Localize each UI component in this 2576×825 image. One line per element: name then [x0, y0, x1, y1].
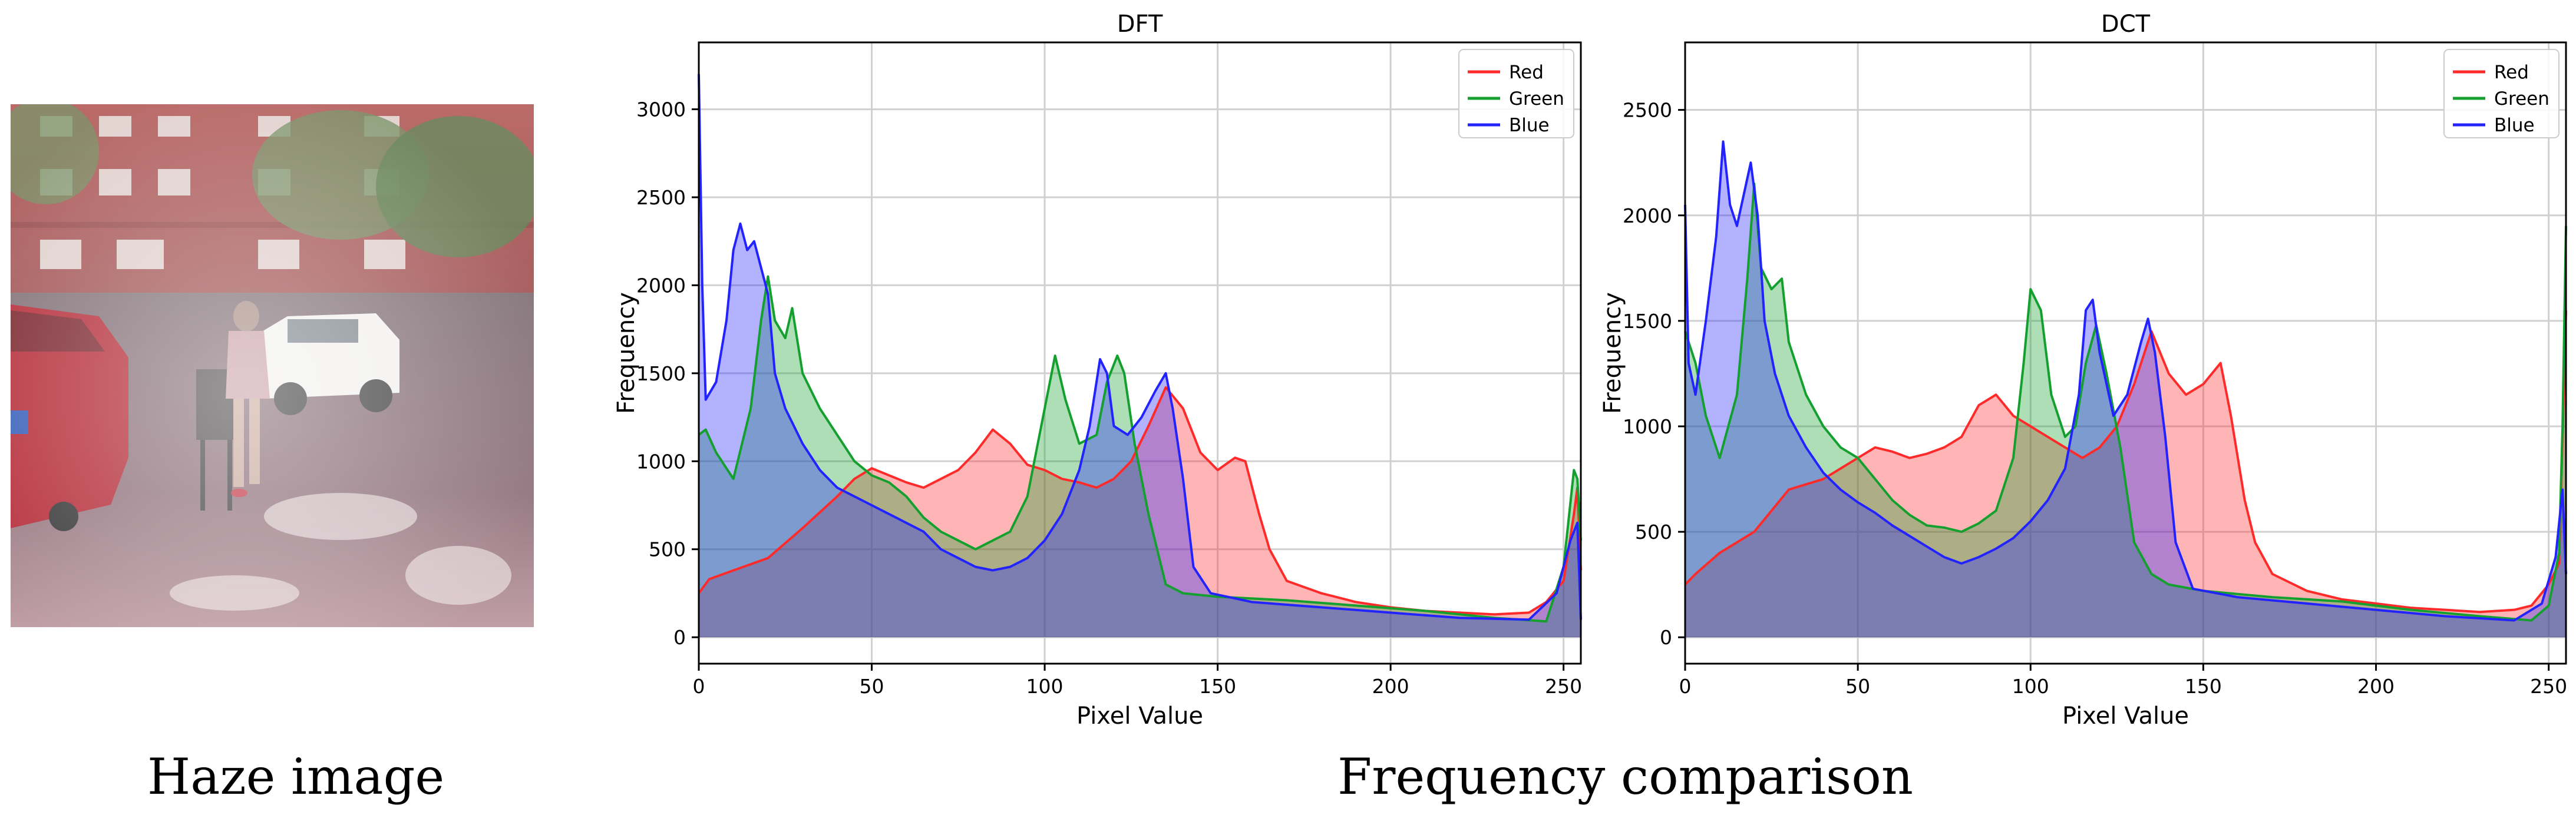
y-tick-label: 2500 — [1623, 99, 1672, 122]
y-tick-label: 2500 — [636, 186, 686, 209]
x-tick-label: 0 — [1679, 675, 1692, 698]
y-axis-label: Frequency — [1599, 292, 1626, 414]
legend-label-green: Green — [2494, 88, 2549, 110]
haze-image-caption: Haze image — [147, 748, 445, 806]
legend: Red Green Blue — [2443, 49, 2560, 138]
y-tick-label: 0 — [673, 626, 686, 649]
legend-label-green: Green — [1509, 88, 1564, 110]
series-green-line — [698, 275, 1582, 623]
series-green-area — [699, 276, 1581, 638]
x-tick-label: 250 — [2530, 675, 2567, 698]
legend-label-red: Red — [1509, 62, 1544, 83]
legend: Red Green Blue — [1458, 49, 1574, 138]
y-tick-label: 3000 — [636, 98, 686, 121]
y-tick-label: 2000 — [1623, 204, 1672, 227]
y-tick-label: 0 — [1660, 626, 1672, 649]
series-red-area — [1685, 310, 2566, 638]
x-tick-label: 50 — [860, 675, 884, 698]
series-green-line — [1684, 183, 2567, 622]
series-red-line — [1684, 310, 2567, 614]
x-axis-label: Pixel Value — [1076, 703, 1203, 730]
x-tick-label: 250 — [1545, 675, 1582, 698]
series-red-area — [699, 387, 1581, 638]
y-tick-label: 1000 — [636, 450, 686, 473]
y-tick-label: 1000 — [1623, 415, 1672, 438]
plot-frame — [698, 41, 1582, 665]
x-tick-label: 50 — [1845, 675, 1870, 698]
x-axis-label: Pixel Value — [2062, 703, 2189, 730]
x-tick-label: 0 — [693, 675, 705, 698]
legend-label-blue: Blue — [2494, 115, 2535, 136]
legend-label-red: Red — [2494, 62, 2529, 83]
x-tick-label: 200 — [2357, 675, 2395, 698]
y-tick-label: 500 — [1635, 521, 1672, 544]
y-tick-label: 500 — [649, 538, 686, 561]
y-tick-label: 1500 — [636, 362, 686, 385]
series-green-area — [1685, 184, 2566, 638]
x-tick-label: 150 — [2185, 675, 2222, 698]
y-tick-label: 2000 — [636, 274, 686, 297]
y-axis-label: Frequency — [613, 292, 640, 414]
chart-title: DFT — [1117, 11, 1163, 38]
x-tick-label: 200 — [1372, 675, 1409, 698]
x-tick-label: 100 — [1026, 675, 1064, 698]
plot-frame — [1684, 41, 2567, 665]
chart-title: DCT — [2101, 11, 2151, 38]
grid — [698, 42, 1581, 664]
legend-label-blue: Blue — [1509, 115, 1550, 136]
series-blue-area — [1685, 141, 2566, 638]
frequency-comparison-caption: Frequency comparison — [1337, 748, 1913, 806]
series-blue-line — [698, 74, 1582, 621]
x-tick-label: 100 — [2012, 675, 2049, 698]
series-blue-area — [699, 74, 1581, 638]
x-tick-label: 150 — [1199, 675, 1236, 698]
haze-photo — [11, 104, 534, 627]
y-tick-label: 1500 — [1623, 310, 1672, 333]
dft-histogram-chart: 0 50 100 150 200 250050010001500200025003000D… — [613, 11, 1582, 730]
dct-histogram-chart: 0 50 100 150 200 25005001000150020002500DCTPi… — [1599, 11, 2567, 730]
series-blue-line — [1684, 140, 2567, 622]
